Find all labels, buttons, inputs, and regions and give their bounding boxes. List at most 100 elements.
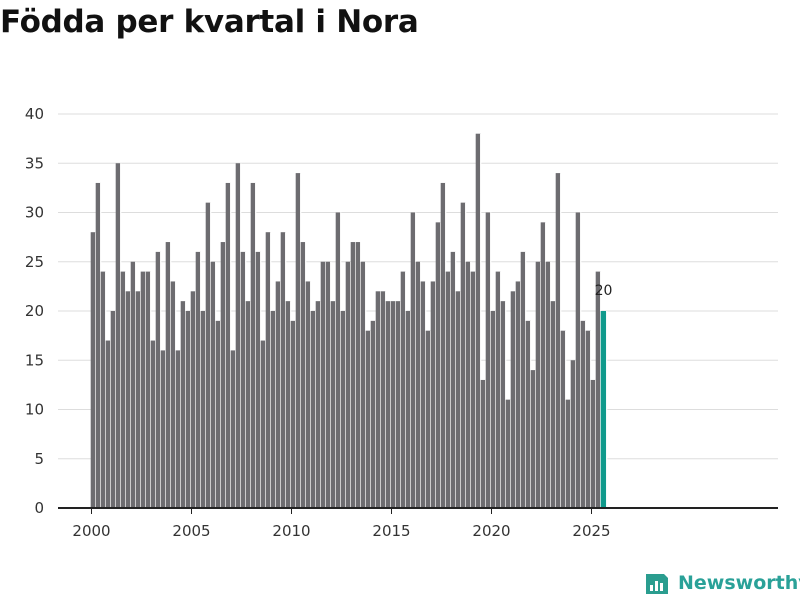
bar [360,261,366,508]
bar [285,301,291,508]
bar [295,173,301,508]
bar [190,291,196,508]
bar [235,163,241,508]
bar [440,182,446,508]
bar [450,251,456,508]
y-tick-label: 15 [25,351,44,369]
bar [530,370,536,508]
bar [315,301,321,508]
y-axis: 0 5 10 15 20 25 30 35 40 [25,105,44,517]
bar [550,301,556,508]
x-tick-label: 2015 [372,522,410,540]
bar [180,301,186,508]
bar [170,281,176,508]
bar [535,261,541,508]
bar [105,340,111,508]
bar [155,251,161,508]
bar [580,320,586,508]
bar [355,242,361,509]
bar [280,232,286,508]
bar [275,281,281,508]
bar [115,163,121,508]
bar [210,261,216,508]
bar [185,311,191,508]
bar [225,182,231,508]
bar [135,291,141,508]
bar [500,301,506,508]
bar [110,311,116,508]
x-tick-label: 2000 [72,522,110,540]
bar [560,330,566,508]
bar [150,340,156,508]
data-labels: 20 [595,283,613,299]
bar [460,202,466,508]
bar [425,330,431,508]
bar [265,232,271,508]
x-tick-label: 2020 [472,522,510,540]
bar [320,261,326,508]
bar [480,379,486,508]
y-tick-label: 40 [25,105,44,123]
bar [485,212,491,508]
bar [445,271,451,508]
y-tick-label: 30 [25,204,44,222]
bar [565,399,571,508]
bar [465,261,471,508]
bar [555,173,561,508]
bar [165,242,171,509]
bar [510,291,516,508]
bar [545,261,551,508]
bar [410,212,416,508]
bar [415,261,421,508]
bar [310,311,316,508]
bar-highlighted [600,311,607,508]
y-tick-label: 5 [34,450,44,468]
bar [365,330,371,508]
bar [385,301,391,508]
bar [90,232,96,508]
bar [345,261,351,508]
bar [575,212,581,508]
newsworthy-logo-icon [646,574,668,594]
bar [240,251,246,508]
bar [525,320,531,508]
bar [455,291,461,508]
chart-title: Födda per kvartal i Nora [0,4,419,40]
bar [430,281,436,508]
bar [380,291,386,508]
bar [330,301,336,508]
bar [300,242,306,509]
bar [120,271,126,508]
bar [130,261,136,508]
x-axis: 2000 2005 2010 2015 2020 2025 [58,507,778,540]
bar [400,271,406,508]
bar [305,281,311,508]
brand-name: Newsworthy [678,572,800,594]
bar [205,202,211,508]
bar [395,301,401,508]
brand: Newsworthy [644,570,800,596]
bar [200,311,206,508]
bar [290,320,296,508]
bar [420,281,426,508]
bar [220,242,226,509]
bar [125,291,131,508]
y-tick-label: 20 [25,302,44,320]
bar [515,281,521,508]
bar [325,261,331,508]
bar [470,271,476,508]
bar [540,222,546,508]
y-tick-label: 25 [25,253,44,271]
bar [475,133,481,508]
x-tick-label: 2025 [572,522,610,540]
bar [270,311,276,508]
bar [215,320,221,508]
x-tick-label: 2005 [172,522,210,540]
bar [245,301,251,508]
bar [350,242,356,509]
bar [95,182,101,508]
bars [90,133,608,509]
y-tick-label: 0 [34,499,44,517]
bar [335,212,341,508]
